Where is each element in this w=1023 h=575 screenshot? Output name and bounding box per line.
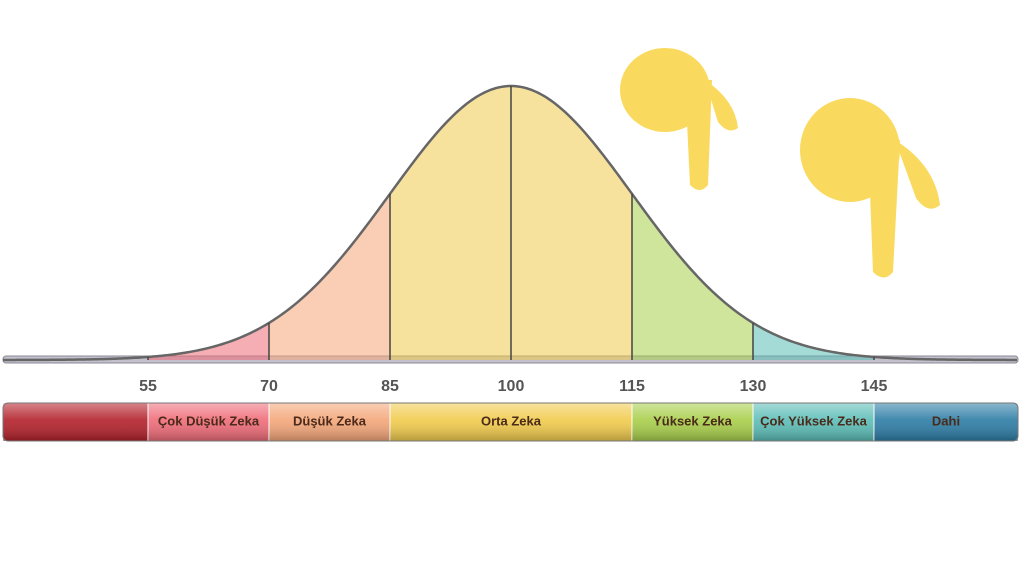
tick-label: 145: [861, 378, 888, 395]
bar-outline: [2, 402, 1019, 442]
pointing-hand: [620, 48, 738, 190]
band-gloss: [148, 403, 269, 441]
tick-label: 85: [381, 378, 399, 395]
tick-label: 100: [498, 378, 525, 395]
band-label: Çok Düşük Zeka: [158, 413, 260, 428]
band-label: Çok Yüksek Zeka: [760, 413, 867, 428]
band-label: Orta Zeka: [481, 413, 542, 428]
tick-label: 70: [260, 378, 278, 395]
tick-label: 130: [740, 378, 767, 395]
band-gloss: [390, 403, 632, 441]
bell-curve: [2, 84, 1018, 362]
tick-label: 55: [139, 378, 157, 395]
band-gloss: [874, 403, 1018, 441]
band-label: Yüksek Zeka: [653, 413, 733, 428]
band-gloss: [632, 403, 753, 441]
curve-region: [148, 322, 269, 360]
band-label: Dahi: [932, 413, 960, 428]
band-label: Düşük Zeka: [293, 413, 367, 428]
tick-label: 115: [619, 378, 645, 395]
curve-region: [753, 322, 874, 360]
band-gloss: [3, 403, 148, 441]
pointing-hand: [800, 98, 940, 278]
band-gloss: [753, 403, 874, 441]
band-gloss: [269, 403, 390, 441]
